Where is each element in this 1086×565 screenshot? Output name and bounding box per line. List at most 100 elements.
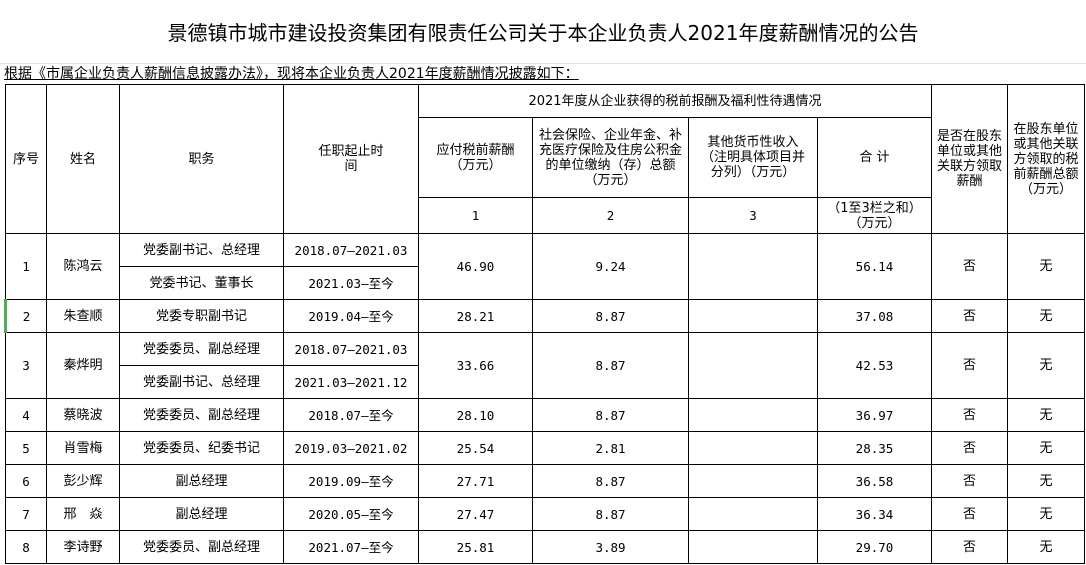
cell-other[interactable]	[688, 398, 818, 432]
cell-position[interactable]: 党委副书记、总经理	[119, 365, 284, 399]
table-row: 3 秦烨明 党委委员、副总经理 2018.07—2021.03 33.66 8.87 42.…	[5, 332, 1085, 399]
cell-salary[interactable]: 46.90	[418, 233, 533, 300]
cell-seq[interactable]: 2	[4, 299, 47, 333]
cell-insurance[interactable]: 8.87	[532, 299, 689, 333]
cell-salary[interactable]: 28.21	[418, 299, 533, 333]
cell-other[interactable]	[688, 431, 818, 465]
cell-term[interactable]: 2021.03—至今	[283, 266, 419, 300]
cell-insurance[interactable]: 8.87	[532, 464, 689, 498]
cell-shareholder[interactable]: 否	[931, 431, 1008, 465]
cell-shareholder[interactable]: 否	[931, 332, 1008, 399]
cell-shareholder-amount[interactable]: 无	[1007, 332, 1085, 399]
header-term: 任职起止时间	[283, 84, 419, 234]
cell-position[interactable]: 党委委员、副总经理	[119, 530, 284, 564]
cell-salary[interactable]: 28.10	[418, 398, 533, 432]
cell-seq[interactable]: 7	[5, 497, 47, 531]
cell-total[interactable]: 28.35	[817, 431, 932, 465]
cell-seq[interactable]: 8	[5, 530, 47, 564]
cell-term[interactable]: 2019.03—2021.02	[283, 431, 419, 465]
cell-other[interactable]	[688, 332, 818, 399]
cell-insurance[interactable]: 8.87	[532, 497, 689, 531]
cell-shareholder-amount[interactable]: 无	[1007, 233, 1085, 300]
cell-shareholder[interactable]: 否	[931, 233, 1008, 300]
cell-total[interactable]: 36.34	[817, 497, 932, 531]
cell-name[interactable]: 陈鸿云	[46, 233, 120, 300]
cell-insurance[interactable]: 8.87	[532, 332, 689, 399]
cell-total[interactable]: 56.14	[817, 233, 932, 300]
cell-position[interactable]: 党委副书记、总经理	[119, 233, 284, 267]
cell-other[interactable]	[688, 464, 818, 498]
cell-position[interactable]: 党委专职副书记	[119, 299, 284, 333]
cell-salary[interactable]: 33.66	[418, 332, 533, 399]
header-position: 职务	[119, 84, 284, 234]
header-name: 姓名	[46, 84, 120, 234]
cell-name[interactable]: 朱查顺	[46, 299, 120, 333]
cell-position[interactable]: 党委委员、副总经理	[119, 398, 284, 432]
cell-name[interactable]: 蔡晓波	[46, 398, 120, 432]
cell-total[interactable]: 42.53	[817, 332, 932, 399]
header-col1: 1	[418, 197, 533, 234]
cell-term[interactable]: 2020.05—至今	[283, 497, 419, 531]
cell-insurance[interactable]: 2.81	[532, 431, 689, 465]
cell-name[interactable]: 秦烨明	[46, 332, 120, 399]
cell-seq[interactable]: 1	[5, 233, 47, 300]
cell-term[interactable]: 2018.07—2021.03	[283, 332, 419, 366]
table-row: 2 朱查顺 党委专职副书记 2019.04—至今 28.21 8.87 37.08 否无	[4, 299, 1085, 333]
cell-shareholder-amount[interactable]: 无	[1007, 497, 1085, 531]
cell-seq[interactable]: 3	[5, 332, 47, 399]
cell-shareholder-amount[interactable]: 无	[1007, 464, 1085, 498]
cell-position[interactable]: 党委委员、纪委书记	[119, 431, 284, 465]
cell-seq[interactable]: 4	[5, 398, 47, 432]
cell-seq[interactable]: 6	[5, 464, 47, 498]
cell-seq[interactable]: 5	[5, 431, 47, 465]
header-group: 2021年度从企业获得的税前报酬及福利性待遇情况	[418, 84, 932, 118]
header-term-text: 任职起止时间	[318, 144, 384, 174]
cell-term[interactable]: 2019.04—至今	[283, 299, 419, 333]
cell-total[interactable]: 29.70	[817, 530, 932, 564]
cell-insurance[interactable]: 3.89	[532, 530, 689, 564]
cell-shareholder-amount[interactable]: 无	[1007, 431, 1085, 465]
cell-position[interactable]: 副总经理	[119, 464, 284, 498]
cell-position[interactable]: 党委书记、董事长	[119, 266, 284, 300]
header-shareholder-amount: 在股东单位或其他关联方领取的税前薪酬总额（万元）	[1007, 84, 1085, 234]
cell-name[interactable]: 肖雪梅	[46, 431, 120, 465]
header-other-text: 其他货币性收入（注明具体项目并分列）（万元）	[700, 135, 805, 180]
cell-total[interactable]: 36.58	[817, 464, 932, 498]
table-row: 8 李诗野 党委委员、副总经理 2021.07—至今 25.81 3.89 29.70 否无	[5, 530, 1085, 564]
cell-shareholder[interactable]: 否	[931, 530, 1008, 564]
cell-salary[interactable]: 25.81	[418, 530, 533, 564]
header-total-note-text: （1至3栏之和）（万元）	[827, 200, 922, 231]
cell-shareholder-amount[interactable]: 无	[1007, 398, 1085, 432]
cell-name[interactable]: 彭少辉	[46, 464, 120, 498]
header-col2: 2	[532, 197, 689, 234]
cell-insurance[interactable]: 8.87	[532, 398, 689, 432]
cell-other[interactable]	[688, 530, 818, 564]
cell-total[interactable]: 36.97	[817, 398, 932, 432]
table-row: 4 蔡晓波 党委委员、副总经理 2018.07—至今 28.10 8.87 36.97 否无	[5, 398, 1085, 432]
cell-salary[interactable]: 27.47	[418, 497, 533, 531]
cell-term[interactable]: 2018.07—2021.03	[283, 233, 419, 267]
cell-term[interactable]: 2021.03—2021.12	[283, 365, 419, 399]
cell-name[interactable]: 邢 焱	[46, 497, 120, 531]
cell-other[interactable]	[688, 233, 818, 300]
cell-salary[interactable]: 27.71	[418, 464, 533, 498]
cell-insurance[interactable]: 9.24	[532, 233, 689, 300]
cell-shareholder[interactable]: 否	[931, 464, 1008, 498]
header-salary: 应付税前薪酬（万元）	[418, 117, 533, 198]
cell-term[interactable]: 2021.07—至今	[283, 530, 419, 564]
cell-total[interactable]: 37.08	[817, 299, 932, 333]
cell-position[interactable]: 副总经理	[119, 497, 284, 531]
cell-name[interactable]: 李诗野	[46, 530, 120, 564]
cell-term[interactable]: 2019.09—至今	[283, 464, 419, 498]
cell-shareholder[interactable]: 否	[931, 398, 1008, 432]
cell-shareholder[interactable]: 否	[931, 299, 1008, 333]
cell-shareholder[interactable]: 否	[931, 497, 1008, 531]
cell-other[interactable]	[688, 299, 818, 333]
table-row: 1 陈鸿云 党委副书记、总经理 2018.07—2021.03 46.90 9.24 56.…	[5, 233, 1085, 300]
cell-other[interactable]	[688, 497, 818, 531]
cell-position[interactable]: 党委委员、副总经理	[119, 332, 284, 366]
cell-shareholder-amount[interactable]: 无	[1007, 299, 1085, 333]
cell-salary[interactable]: 25.54	[418, 431, 533, 465]
cell-shareholder-amount[interactable]: 无	[1007, 530, 1085, 564]
cell-term[interactable]: 2018.07—至今	[283, 398, 419, 432]
